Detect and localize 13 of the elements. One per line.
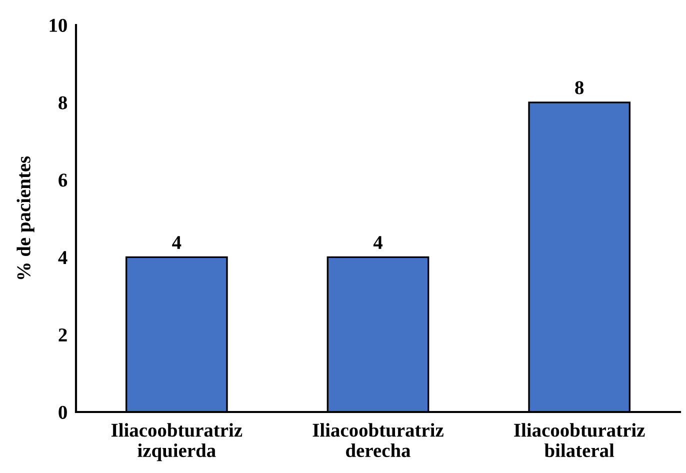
y-tick-label: 4 — [58, 251, 68, 264]
y-tick-label: 0 — [58, 406, 67, 419]
y-tick-label: 6 — [58, 174, 68, 187]
x-tick-label: Iliacoobturatriz derecha — [312, 423, 444, 458]
data-label: 8 — [575, 81, 584, 94]
data-label: 4 — [172, 236, 182, 249]
y-axis-title: % de pacientes — [16, 156, 34, 280]
y-tick-label: 8 — [58, 96, 68, 110]
y-tick-label: 10 — [50, 18, 67, 32]
x-tick-label: Iliacoobturatriz izquierda — [111, 423, 242, 462]
y-tick-label: 2 — [58, 328, 67, 342]
x-tick-label: Iliacoobturatriz bilateral — [514, 423, 645, 458]
data-label: 4 — [373, 236, 382, 249]
